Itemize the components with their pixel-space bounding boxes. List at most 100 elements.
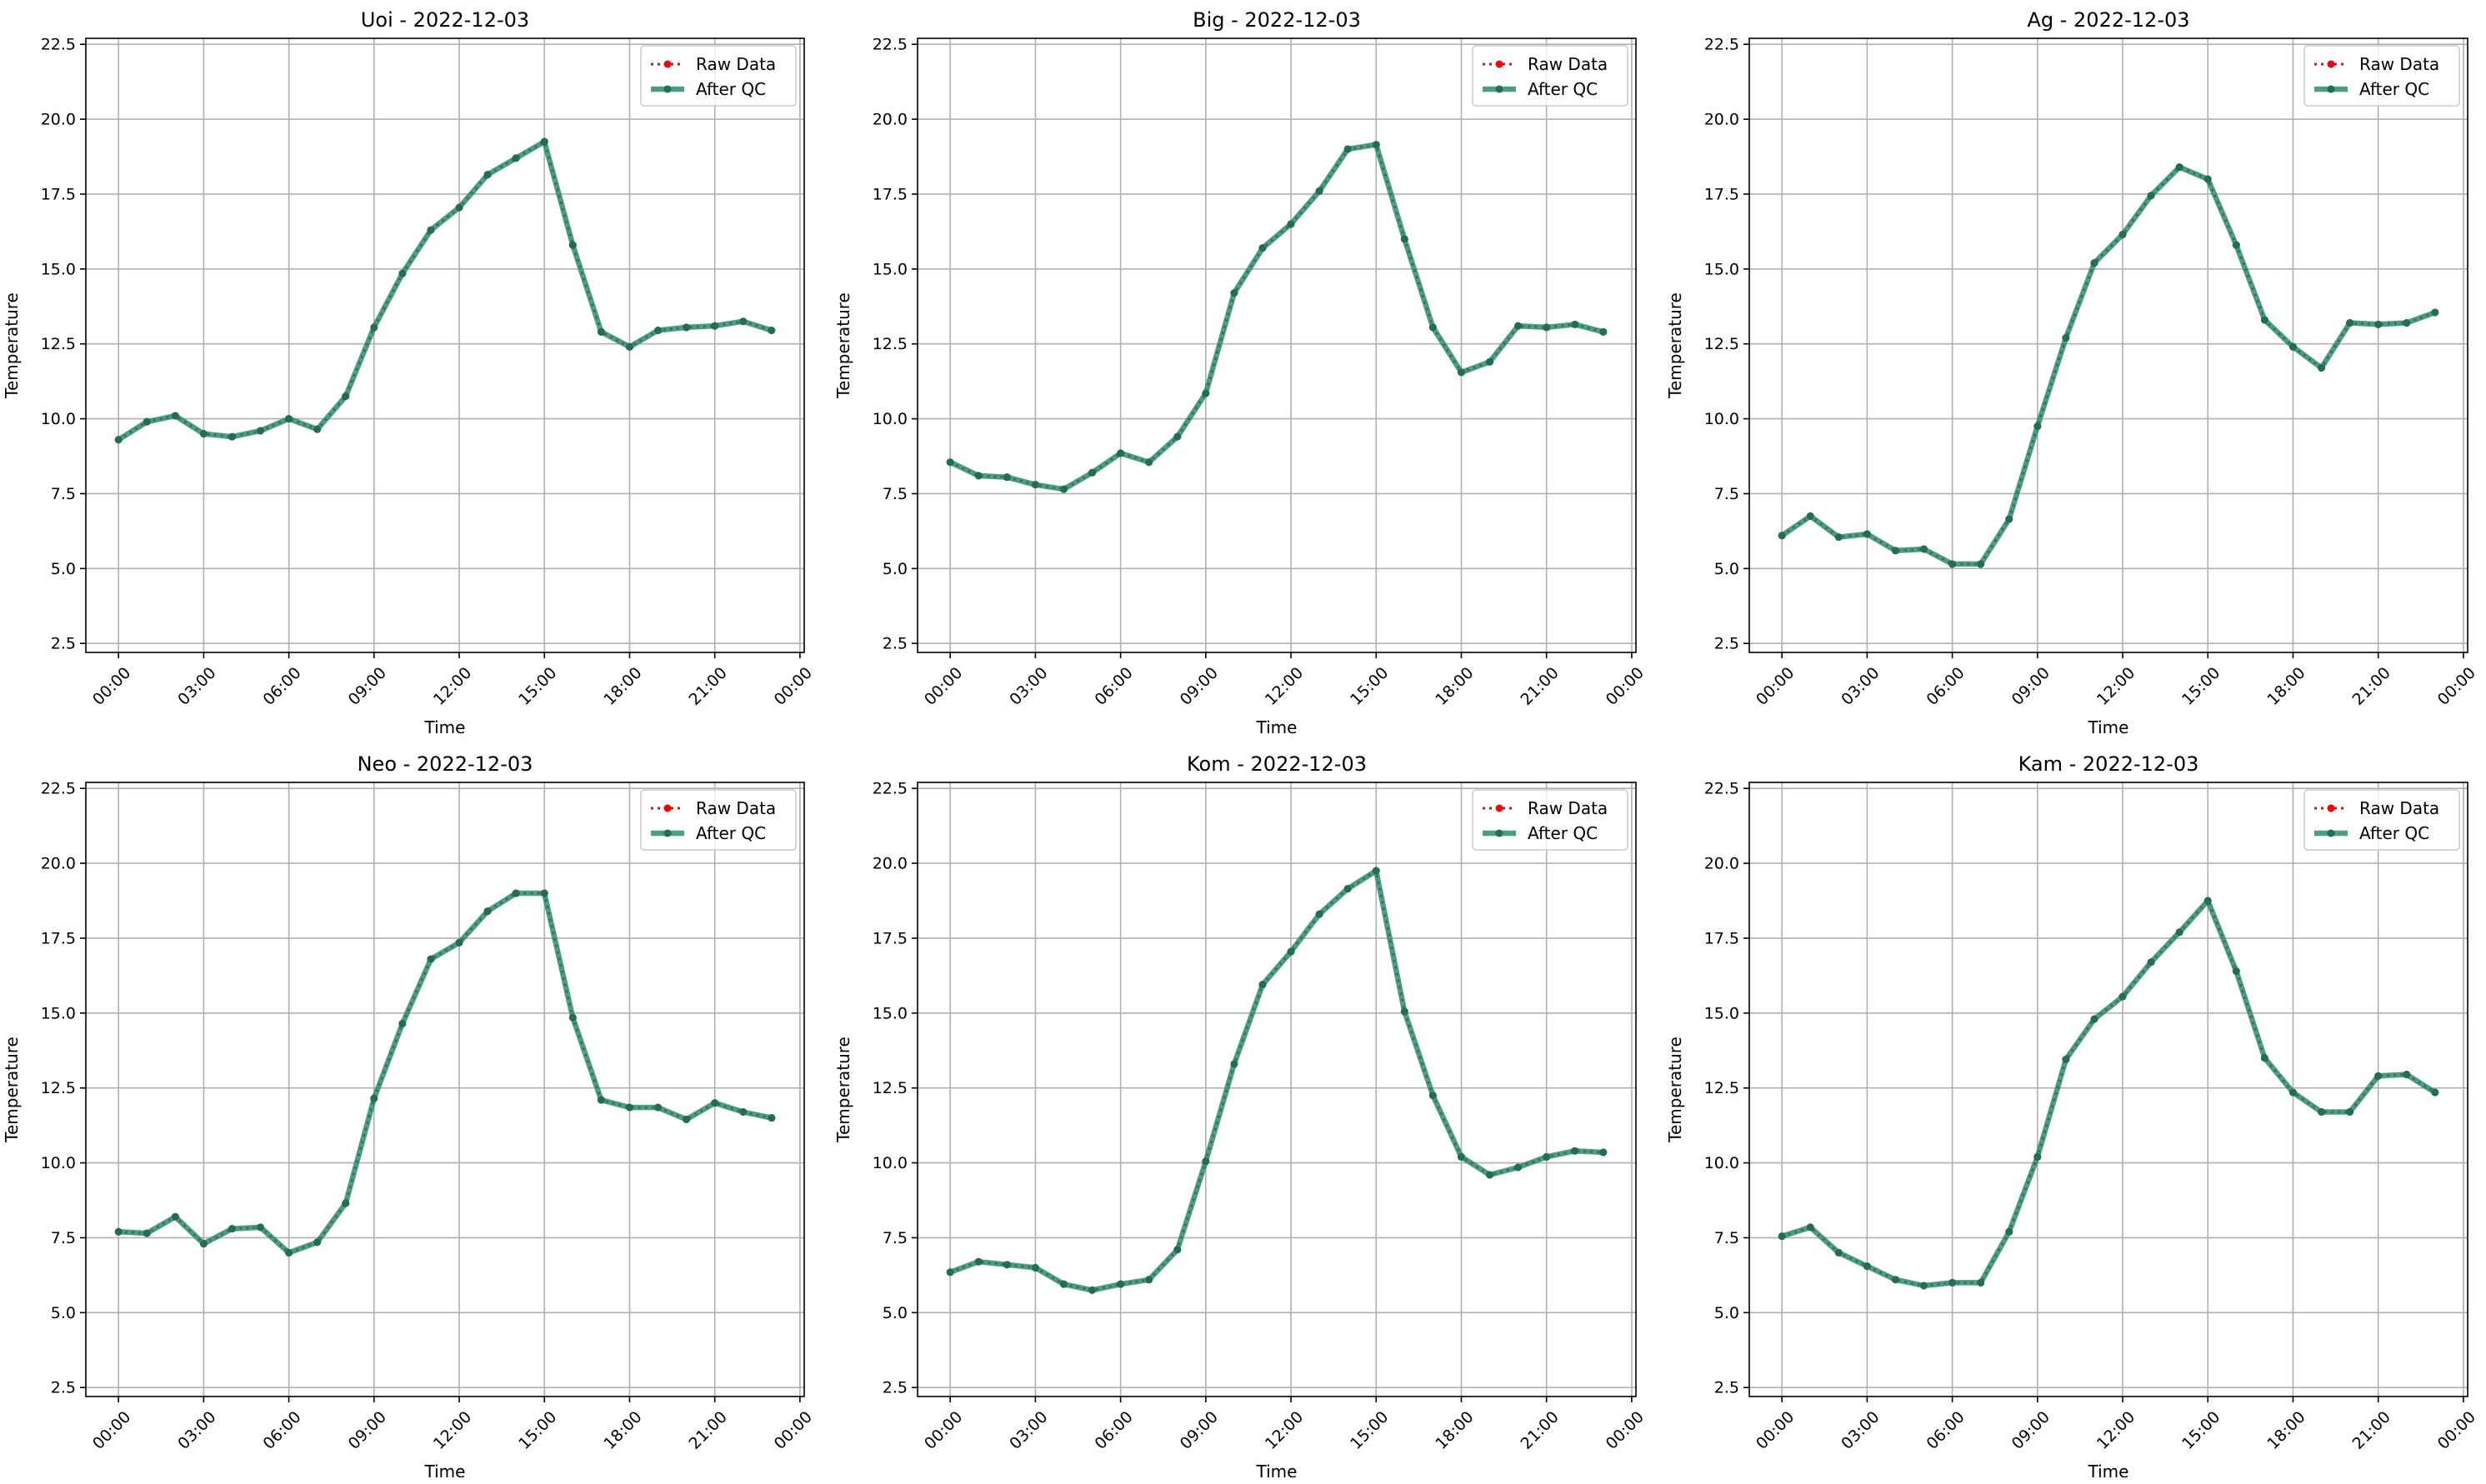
after-qc-point xyxy=(946,1268,954,1277)
after-qc-point xyxy=(2062,1056,2070,1064)
x-tick-label: 09:00 xyxy=(1177,1408,1222,1453)
after-qc-point xyxy=(2147,192,2155,200)
chart-title: Kam - 2022-12-03 xyxy=(2018,752,2199,776)
after-qc-point xyxy=(1834,533,1843,542)
y-tick-label: 12.5 xyxy=(1704,335,1739,353)
y-tick-label: 10.0 xyxy=(1704,1154,1739,1172)
x-tick-label: 00:00 xyxy=(2434,664,2479,709)
after-qc-point xyxy=(1031,481,1039,489)
y-tick-label: 12.5 xyxy=(873,335,908,353)
y-tick-label: 12.5 xyxy=(41,335,76,353)
x-tick-label: 15:00 xyxy=(515,664,560,709)
after-qc-point xyxy=(199,1240,208,1248)
y-tick-label: 17.5 xyxy=(41,929,76,947)
x-tick-label: 09:00 xyxy=(345,664,390,709)
legend-raw-marker xyxy=(2327,804,2335,812)
after-qc-point xyxy=(1514,322,1523,330)
after-qc-point xyxy=(114,1227,123,1236)
y-tick-label: 10.0 xyxy=(873,1154,908,1172)
after-qc-point xyxy=(1258,244,1267,252)
raw-data-line xyxy=(118,892,773,1255)
y-tick-label: 2.5 xyxy=(1714,635,1739,653)
after-qc-point xyxy=(1977,560,1985,568)
after-qc-point xyxy=(483,907,492,916)
after-qc-line xyxy=(1780,164,2436,567)
y-tick-label: 10.0 xyxy=(873,410,908,428)
y-tick-label: 20.0 xyxy=(873,855,908,873)
after-qc-point xyxy=(455,203,463,212)
after-qc-line xyxy=(118,890,773,1256)
axes-frame xyxy=(917,782,1637,1397)
x-axis-label: Time xyxy=(1256,717,1298,737)
x-tick-label: 00:00 xyxy=(921,664,966,709)
x-axis-label: Time xyxy=(1256,1462,1298,1482)
after-qc-point xyxy=(1543,1152,1551,1161)
after-qc-point xyxy=(711,322,719,330)
after-qc-point xyxy=(1145,1276,1153,1284)
chart-title: Uoi - 2022-12-03 xyxy=(361,8,529,32)
y-tick-label: 20.0 xyxy=(1704,855,1739,873)
chart-title: Ag - 2022-12-03 xyxy=(2027,8,2189,32)
after-qc-line-overlay xyxy=(1781,166,2436,565)
legend-label-after-qc: After QC xyxy=(696,823,766,843)
after-qc-point xyxy=(285,1248,293,1257)
legend-label-raw-data: Raw Data xyxy=(1528,54,1608,74)
x-axis-label: Time xyxy=(424,717,466,737)
after-qc-point xyxy=(1486,357,1494,366)
legend-raw-marker xyxy=(2327,60,2335,68)
x-tick-label: 15:00 xyxy=(1347,664,1392,709)
after-qc-point xyxy=(2090,259,2098,267)
chart-panel: 2.5 5.0 7.5 10.0 12.5 15.0 17.5 20.0 22.5 00:00 03… xyxy=(1665,752,2479,1482)
after-qc-point xyxy=(2431,308,2439,317)
after-qc-point xyxy=(625,1103,633,1112)
y-tick-label: 10.0 xyxy=(41,410,76,428)
y-tick-label: 7.5 xyxy=(1714,1229,1739,1247)
chart-panel: 2.5 5.0 7.5 10.0 12.5 15.0 17.5 20.0 22.5 00:00 03… xyxy=(833,752,1648,1482)
after-qc-point xyxy=(1117,449,1125,457)
legend-label-raw-data: Raw Data xyxy=(2359,798,2439,818)
x-tick-label: 00:00 xyxy=(771,1408,816,1453)
chart-title: Big - 2022-12-03 xyxy=(1193,8,1361,32)
after-qc-point xyxy=(1059,1280,1068,1288)
x-axis-label: Time xyxy=(2088,717,2129,737)
after-qc-point xyxy=(2346,1107,2354,1116)
x-tick-label: 06:00 xyxy=(259,1408,304,1453)
legend-raw-marker xyxy=(1495,60,1503,68)
after-qc-point xyxy=(683,323,691,332)
after-qc-point xyxy=(2346,319,2354,327)
after-qc-point xyxy=(1599,327,1608,336)
after-qc-point xyxy=(2374,1072,2383,1080)
after-qc-point xyxy=(1230,1060,1238,1068)
y-tick-label: 5.0 xyxy=(883,1304,908,1322)
after-qc-point xyxy=(1315,910,1323,918)
y-tick-label: 15.0 xyxy=(1704,1004,1739,1022)
legend-label-raw-data: Raw Data xyxy=(696,798,776,818)
axes-frame xyxy=(85,782,805,1397)
x-tick-label: 00:00 xyxy=(1603,1408,1648,1453)
after-qc-point xyxy=(1891,1276,1899,1284)
after-qc-point xyxy=(1343,145,1352,153)
x-tick-label: 18:00 xyxy=(1432,1408,1477,1453)
x-tick-label: 12:00 xyxy=(430,1408,475,1453)
after-qc-point xyxy=(2431,1088,2439,1097)
y-tick-label: 5.0 xyxy=(51,1304,76,1322)
after-qc-point xyxy=(2288,1088,2297,1097)
after-qc-point xyxy=(2403,319,2411,327)
after-qc-point xyxy=(342,1199,350,1207)
x-axis-label: Time xyxy=(424,1462,466,1482)
y-tick-label: 22.5 xyxy=(1704,36,1739,54)
y-axis-label: Temperature xyxy=(1665,292,1685,399)
y-tick-label: 2.5 xyxy=(1714,1379,1739,1397)
after-qc-point xyxy=(1457,368,1465,377)
y-tick-label: 12.5 xyxy=(1704,1079,1739,1097)
after-qc-point xyxy=(1400,235,1408,243)
x-tick-label: 18:00 xyxy=(600,1408,645,1453)
legend-label-after-qc: After QC xyxy=(2359,823,2429,843)
after-qc-point xyxy=(1428,1092,1437,1100)
x-tick-label: 18:00 xyxy=(600,664,645,709)
raw-data-line xyxy=(949,868,1603,1292)
after-qc-point xyxy=(228,1225,236,1233)
after-qc-point xyxy=(2175,928,2183,937)
y-tick-label: 20.0 xyxy=(41,855,76,873)
